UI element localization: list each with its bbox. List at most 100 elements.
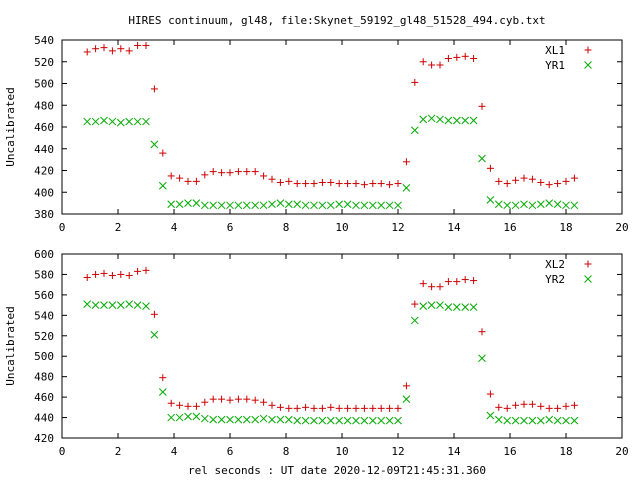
data-point: [385, 201, 394, 210]
data-point: [301, 416, 310, 425]
data-point: [528, 175, 536, 183]
y-tick-label: 420: [34, 432, 54, 445]
data-point: [260, 172, 268, 180]
data-point: [251, 415, 260, 424]
data-point: [385, 416, 394, 425]
data-point: [142, 41, 150, 49]
y-tick-label: 460: [34, 391, 54, 404]
data-point: [461, 116, 470, 125]
x-tick-label: 4: [171, 445, 178, 458]
data-point: [368, 416, 377, 425]
data-point: [410, 126, 419, 135]
data-point: [100, 301, 108, 309]
data-point: [461, 52, 469, 60]
data-point: [335, 404, 343, 412]
data-point: [428, 283, 436, 291]
data-point: [352, 416, 360, 425]
data-point: [386, 404, 394, 412]
data-point: [142, 117, 150, 126]
data-point: [125, 117, 134, 126]
y-tick-label: 500: [34, 350, 54, 363]
data-point: [470, 54, 478, 62]
data-point: [368, 201, 377, 210]
data-point: [486, 196, 495, 204]
data-point: [100, 116, 108, 125]
data-point: [411, 300, 419, 308]
data-point: [234, 168, 242, 176]
data-point: [377, 416, 386, 425]
data-point: [528, 201, 537, 210]
y-axis-label: Uncalibrated: [4, 87, 17, 166]
data-point: [554, 404, 562, 412]
data-point: [503, 180, 511, 188]
legend-label: XL2: [545, 258, 565, 271]
data-point: [100, 269, 108, 277]
x-tick-label: 14: [447, 221, 461, 234]
data-point: [436, 301, 444, 309]
data-point: [470, 277, 478, 285]
data-point: [486, 390, 494, 398]
x-tick-label: 8: [283, 221, 290, 234]
data-point: [117, 270, 125, 278]
data-point: [251, 201, 260, 210]
data-point: [562, 201, 570, 210]
data-point: [176, 174, 184, 182]
data-point: [511, 201, 520, 210]
y-tick-label: 440: [34, 143, 54, 156]
data-point: [562, 177, 570, 185]
data-point: [537, 402, 545, 410]
data-point: [394, 404, 402, 412]
data-point: [201, 398, 209, 406]
data-point: [167, 399, 175, 407]
data-point: [536, 200, 545, 209]
legend-label: YR1: [545, 59, 565, 72]
data-point: [260, 398, 268, 406]
data-point: [327, 403, 335, 411]
data-point: [268, 415, 276, 424]
data-point: [310, 180, 318, 188]
data-point: [268, 401, 276, 409]
data-point: [310, 404, 318, 412]
x-tick-label: 16: [503, 445, 516, 458]
x-tick-label: 12: [391, 221, 404, 234]
y-tick-label: 460: [34, 121, 54, 134]
data-point: [494, 415, 503, 424]
data-point: [234, 415, 243, 424]
data-point: [209, 168, 217, 176]
data-point: [394, 180, 402, 188]
series-xl2: [83, 266, 578, 412]
data-point: [352, 404, 360, 412]
data-point: [301, 201, 310, 210]
data-point: [369, 180, 377, 188]
data-point: [494, 200, 503, 209]
x-axis-label: rel seconds : UT date 2020-12-09T21:45:3…: [188, 464, 486, 477]
data-point: [200, 414, 209, 423]
data-point: [402, 382, 410, 390]
y-tick-label: 540: [34, 34, 54, 47]
y-tick-label: 500: [34, 78, 54, 91]
data-point: [218, 395, 226, 403]
data-point: [234, 395, 242, 403]
data-point: [226, 396, 234, 404]
data-point: [158, 181, 167, 190]
data-point: [116, 301, 125, 309]
data-point: [293, 404, 301, 412]
data-point: [553, 416, 562, 425]
data-point: [251, 396, 259, 404]
x-tick-label: 10: [335, 445, 348, 458]
data-point: [285, 404, 293, 412]
data-point: [310, 416, 318, 425]
data-point: [201, 171, 209, 179]
data-point: [553, 200, 562, 209]
data-point: [276, 178, 284, 186]
data-point: [562, 402, 570, 410]
legend-marker: [584, 61, 592, 69]
series-yr1: [83, 114, 579, 210]
data-point: [91, 117, 100, 126]
data-point: [520, 400, 528, 408]
x-tick-label: 2: [115, 445, 122, 458]
data-point: [226, 169, 234, 177]
data-point: [394, 201, 402, 210]
data-point: [259, 201, 268, 210]
data-point: [570, 201, 579, 210]
